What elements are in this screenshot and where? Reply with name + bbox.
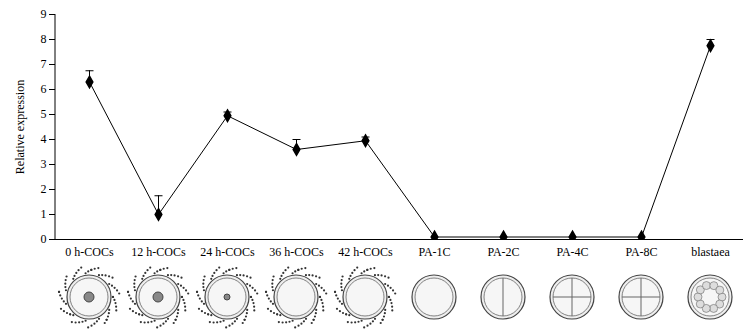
svg-text:Relative expression: Relative expression — [13, 80, 27, 174]
svg-text:PA-1C: PA-1C — [418, 245, 450, 259]
svg-text:36 h-COCs: 36 h-COCs — [269, 245, 324, 259]
svg-text:PA-4C: PA-4C — [556, 245, 588, 259]
svg-text:24 h-COCs: 24 h-COCs — [200, 245, 255, 259]
svg-text:1: 1 — [41, 207, 47, 221]
svg-text:42 h-COCs: 42 h-COCs — [338, 245, 393, 259]
svg-text:12 h-COCs: 12 h-COCs — [131, 245, 186, 259]
svg-text:5: 5 — [41, 107, 47, 121]
svg-text:0 h-COCs: 0 h-COCs — [65, 245, 114, 259]
svg-text:blastaea: blastaea — [691, 245, 730, 259]
svg-text:PA-8C: PA-8C — [625, 245, 657, 259]
svg-text:3: 3 — [41, 157, 47, 171]
svg-text:2: 2 — [41, 182, 47, 196]
svg-text:7: 7 — [41, 57, 47, 71]
svg-text:6: 6 — [41, 82, 47, 96]
svg-text:8: 8 — [41, 32, 47, 46]
svg-text:PA-2C: PA-2C — [487, 245, 519, 259]
svg-text:9: 9 — [41, 7, 47, 21]
svg-text:0: 0 — [41, 232, 47, 246]
svg-text:4: 4 — [41, 132, 47, 146]
